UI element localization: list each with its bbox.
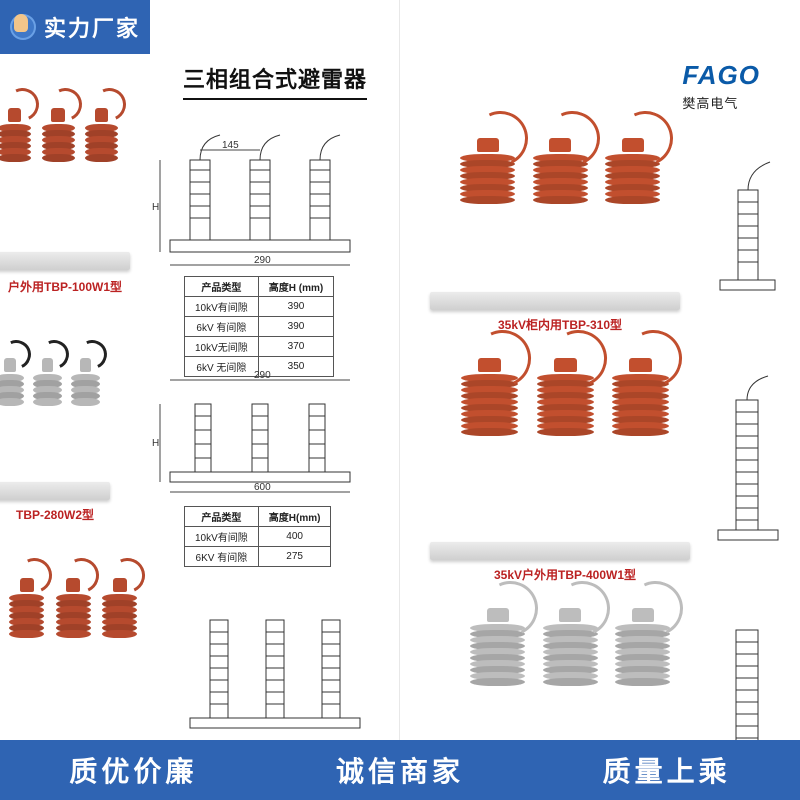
table-row: 10kV有间隙390 xyxy=(185,297,334,317)
section-title: 三相组合式避雷器 xyxy=(183,62,367,100)
product-photo-tbp-400w1 xyxy=(430,350,690,560)
drawing-tbp-100w1: 290 145 H xyxy=(150,110,370,270)
logo-subtext: 樊高电气 xyxy=(682,93,760,112)
table-cell: 10kV无间隙 xyxy=(185,337,259,357)
product-photo-tbp-100w1 xyxy=(0,100,130,270)
drawing-bottom-left xyxy=(170,590,380,740)
left-page: 三相组合式避雷器 户外用TBP-100W1型 xyxy=(0,0,400,800)
drawing-side-r3 xyxy=(700,610,795,760)
dim-width-290b: 290 xyxy=(254,370,271,381)
table-header: 产品类型 xyxy=(185,277,259,297)
drawing-side-r1 xyxy=(700,150,795,310)
badge-text: 实力厂家 xyxy=(44,11,140,43)
table-row: 6kV 有间隙390 xyxy=(185,317,334,337)
table-row: 6KV 有间隙275 xyxy=(185,547,331,567)
drawing-tbp-280w2: 290 600 H xyxy=(150,360,370,500)
table-cell: 400 xyxy=(258,527,331,547)
table-cell: 275 xyxy=(258,547,331,567)
table-row: 10kV无间隙370 xyxy=(185,337,334,357)
brand-logo: FAGO 樊高电气 xyxy=(682,60,760,112)
caption-tbp-280w2: TBP-280W2型 xyxy=(0,506,110,523)
table-cell: 390 xyxy=(258,317,333,337)
thumbs-up-icon xyxy=(14,14,28,32)
caption-tbp-400w1: 35kV户外用TBP-400W1型 xyxy=(470,566,660,583)
table-row: 10kV有间隙400 xyxy=(185,527,331,547)
right-page: FAGO 樊高电气 35kV柜内用TBP-310型 35kV户外用TBP-400… xyxy=(400,0,800,800)
table-cell: 10kV有间隙 xyxy=(185,527,259,547)
table-cell: 10kV有间隙 xyxy=(185,297,259,317)
dim-width-290: 290 xyxy=(254,255,271,266)
spec-table-2: 产品类型高度H(mm)10kV有间隙4006KV 有间隙275 xyxy=(184,506,331,567)
table-cell: 390 xyxy=(258,297,333,317)
table-header: 高度H (mm) xyxy=(258,277,333,297)
logo-text: FAGO xyxy=(682,60,760,91)
dim-height-h: H xyxy=(152,202,159,213)
table-header: 高度H(mm) xyxy=(258,507,331,527)
table-cell: 370 xyxy=(258,337,333,357)
table-cell: 6KV 有间隙 xyxy=(185,547,259,567)
drawing-side-r2 xyxy=(700,370,795,560)
caption-tbp-100w1: 户外用TBP-100W1型 xyxy=(0,278,130,295)
banner-item-2: 诚信商家 xyxy=(336,750,464,790)
product-photo-tbp-310 xyxy=(430,130,680,310)
banner-item-1: 质优价廉 xyxy=(69,750,197,790)
catalog-spread: 三相组合式避雷器 户外用TBP-100W1型 xyxy=(0,0,800,800)
table-cell: 6kV 有间隙 xyxy=(185,317,259,337)
dim-height-h2: H xyxy=(152,438,159,449)
bottom-banner: 质优价廉 诚信商家 质量上乘 xyxy=(0,740,800,800)
product-photo-tbp-280w2 xyxy=(0,350,110,500)
badge-top-left: 实力厂家 xyxy=(0,0,150,54)
table-header: 产品类型 xyxy=(185,507,259,527)
dim-base-600: 600 xyxy=(254,482,271,493)
dim-pitch-145: 145 xyxy=(222,140,239,151)
banner-item-3: 质量上乘 xyxy=(603,750,731,790)
